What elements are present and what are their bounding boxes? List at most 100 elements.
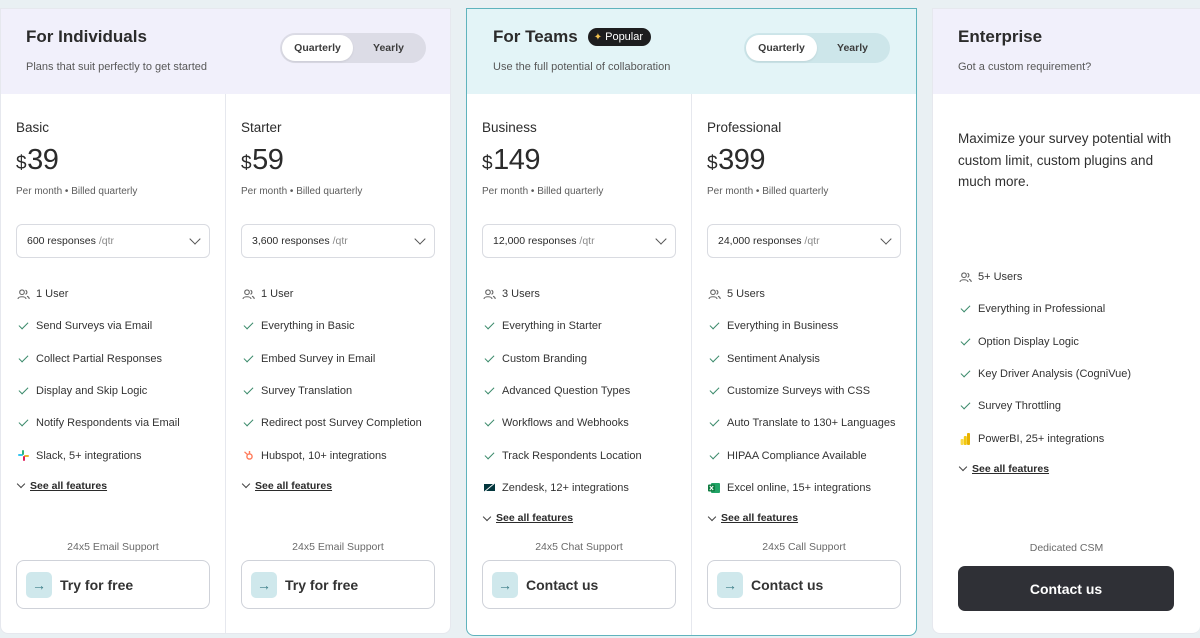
teams-plans: Business $149 Per month • Billed quarterly…: [467, 94, 916, 635]
see-all-features-link[interactable]: See all features: [482, 504, 683, 532]
users-icon: [482, 288, 496, 300]
check-icon: [241, 384, 255, 395]
hubspot-icon: [241, 450, 255, 461]
feature-item: Embed Survey in Email: [241, 343, 442, 375]
check-icon: [707, 352, 721, 363]
feature-label: 1 User: [36, 288, 69, 301]
feature-label: Hubspot, 10+ integrations: [261, 449, 387, 462]
plan-name: Business: [482, 120, 537, 135]
see-all-features-link[interactable]: See all features: [16, 472, 217, 500]
currency-symbol: $: [482, 153, 493, 174]
arrow-right-icon: →: [251, 571, 277, 598]
slack-icon: [16, 450, 30, 462]
billing-note: Per month • Billed quarterly: [241, 186, 363, 197]
users-icon: [958, 271, 972, 283]
cta-button[interactable]: → Try for free: [16, 560, 210, 609]
feature-item: Key Driver Analysis (CogniVue): [958, 358, 1192, 390]
check-icon: [958, 399, 972, 410]
feature-label: 3 Users: [502, 288, 540, 301]
see-all-features-label: See all features: [255, 479, 333, 492]
see-all-features-label: See all features: [721, 512, 799, 525]
feature-label: Option Display Logic: [978, 335, 1079, 348]
enterprise-features: 5+ Users Everything in Professional Option…: [958, 261, 1192, 483]
feature-label: Custom Branding: [502, 352, 587, 365]
feature-label: Send Surveys via Email: [36, 320, 153, 333]
see-all-features-label: See all features: [496, 512, 574, 525]
responses-value: 3,600 responses /qtr: [252, 235, 348, 247]
responses-dropdown[interactable]: 24,000 responses /qtr: [707, 224, 901, 258]
feature-item: Everything in Basic: [241, 310, 442, 342]
feature-label: 5+ Users: [978, 271, 1023, 284]
see-all-features-link[interactable]: See all features: [707, 504, 908, 532]
teams-billing-toggle[interactable]: Quarterly Yearly: [744, 33, 890, 63]
feature-label: Everything in Professional: [978, 303, 1106, 316]
feature-item: Option Display Logic: [958, 326, 1192, 358]
cta-label: Try for free: [285, 576, 359, 593]
plan-price: $149: [482, 144, 540, 177]
feature-item: 1 User: [16, 278, 217, 310]
toggle-yearly[interactable]: Yearly: [837, 42, 868, 54]
currency-symbol: $: [241, 153, 252, 174]
contact-us-button[interactable]: Contact us: [958, 566, 1174, 611]
feature-label: Slack, 5+ integrations: [36, 449, 142, 462]
feature-item: Zendesk, 12+ integrations: [482, 472, 683, 504]
chevron-down-icon: [707, 512, 717, 521]
feature-item: Survey Throttling: [958, 390, 1192, 422]
toggle-quarterly[interactable]: Quarterly: [746, 35, 817, 61]
zendesk-icon: [482, 482, 496, 493]
arrow-right-icon: →: [492, 571, 518, 598]
feature-label: Collect Partial Responses: [36, 352, 162, 365]
check-icon: [958, 302, 972, 313]
individuals-panel: For Individuals Plans that suit perfectl…: [0, 8, 451, 634]
sparkle-icon: ✦: [593, 31, 603, 43]
check-icon: [16, 416, 30, 427]
responses-dropdown[interactable]: 600 responses /qtr: [16, 224, 210, 258]
feature-label: PowerBI, 25+ integrations: [978, 432, 1105, 445]
toggle-quarterly[interactable]: Quarterly: [282, 35, 353, 61]
individuals-header: For Individuals Plans that suit perfectl…: [1, 9, 450, 94]
responses-value: 24,000 responses /qtr: [718, 235, 820, 247]
feature-item: Custom Branding: [482, 343, 683, 375]
price-value: 59: [252, 144, 284, 176]
support-label: 24x5 Chat Support: [535, 541, 623, 553]
feature-label: Embed Survey in Email: [261, 352, 376, 365]
feature-list: 1 User Send Surveys via Email Collect Part…: [16, 278, 217, 500]
enterprise-panel: Enterprise Got a custom requirement? Max…: [932, 8, 1200, 634]
teams-title: For Teams: [493, 27, 578, 46]
individuals-plans: Basic $39 Per month • Billed quarterly 600 …: [1, 94, 450, 633]
popular-badge: ✦ Popular: [587, 28, 652, 46]
feature-item: Notify Respondents via Email: [16, 407, 217, 439]
feature-label: Notify Respondents via Email: [36, 417, 180, 430]
check-icon: [16, 319, 30, 330]
see-all-features-link[interactable]: See all features: [958, 455, 1192, 483]
chevron-down-icon: [189, 233, 201, 245]
feature-item: Everything in Business: [707, 310, 908, 342]
feature-label: Customize Surveys with CSS: [727, 385, 871, 398]
feature-item: Everything in Starter: [482, 310, 683, 342]
enterprise-body: Maximize your survey potential with cust…: [933, 94, 1200, 633]
cta-button[interactable]: → Try for free: [241, 560, 435, 609]
billing-note: Per month • Billed quarterly: [482, 186, 604, 197]
plan-name: Starter: [241, 120, 282, 135]
cta-button[interactable]: → Contact us: [482, 560, 676, 609]
teams-subtitle: Use the full potential of collaboration: [493, 61, 671, 73]
check-icon: [707, 384, 721, 395]
enterprise-subtitle: Got a custom requirement?: [958, 61, 1092, 73]
individuals-billing-toggle[interactable]: Quarterly Yearly: [280, 33, 426, 63]
currency-symbol: $: [16, 153, 27, 174]
responses-value: 12,000 responses /qtr: [493, 235, 595, 247]
cta-button[interactable]: → Contact us: [707, 560, 901, 609]
check-icon: [241, 319, 255, 330]
responses-dropdown[interactable]: 12,000 responses /qtr: [482, 224, 676, 258]
support-label: 24x5 Call Support: [762, 541, 846, 553]
see-all-features-link[interactable]: See all features: [241, 472, 442, 500]
feature-label: HIPAA Compliance Available: [727, 449, 867, 462]
feature-label: Redirect post Survey Completion: [261, 417, 422, 430]
toggle-yearly[interactable]: Yearly: [373, 42, 404, 54]
powerbi-icon: [958, 432, 972, 445]
responses-dropdown[interactable]: 3,600 responses /qtr: [241, 224, 435, 258]
plan-name: Professional: [707, 120, 782, 135]
users-icon: [16, 288, 30, 300]
individuals-subtitle: Plans that suit perfectly to get started: [26, 61, 207, 73]
feature-item: Advanced Question Types: [482, 375, 683, 407]
